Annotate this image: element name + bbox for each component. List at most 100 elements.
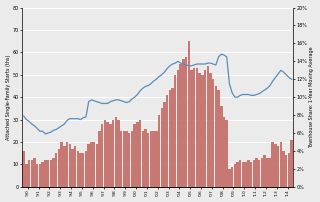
- Bar: [36, 164, 38, 187]
- Bar: [90, 142, 92, 187]
- Bar: [31, 160, 33, 187]
- Bar: [63, 146, 66, 187]
- Bar: [58, 149, 60, 187]
- Bar: [68, 144, 71, 187]
- Bar: [188, 41, 190, 187]
- Bar: [28, 160, 30, 187]
- Bar: [44, 160, 47, 187]
- Bar: [204, 70, 206, 187]
- Bar: [82, 153, 84, 187]
- Bar: [115, 117, 117, 187]
- Bar: [252, 160, 255, 187]
- Bar: [163, 102, 166, 187]
- Y-axis label: Attached Single-Family Starts (ths): Attached Single-Family Starts (ths): [5, 55, 11, 140]
- Bar: [123, 131, 125, 187]
- Bar: [217, 90, 220, 187]
- Bar: [144, 128, 147, 187]
- Bar: [85, 151, 87, 187]
- Bar: [234, 164, 236, 187]
- Bar: [177, 70, 179, 187]
- Bar: [255, 158, 258, 187]
- Bar: [169, 90, 171, 187]
- Bar: [215, 86, 217, 187]
- Bar: [266, 158, 268, 187]
- Bar: [139, 120, 141, 187]
- Bar: [291, 140, 293, 187]
- Bar: [33, 158, 36, 187]
- Bar: [66, 142, 68, 187]
- Bar: [158, 115, 160, 187]
- Bar: [25, 164, 28, 187]
- Bar: [55, 153, 57, 187]
- Bar: [220, 106, 222, 187]
- Bar: [226, 120, 228, 187]
- Bar: [131, 131, 133, 187]
- Bar: [50, 160, 52, 187]
- Bar: [117, 120, 120, 187]
- Bar: [79, 153, 82, 187]
- Bar: [42, 162, 44, 187]
- Bar: [223, 117, 225, 187]
- Bar: [261, 158, 263, 187]
- Bar: [193, 68, 196, 187]
- Bar: [22, 151, 25, 187]
- Bar: [212, 79, 214, 187]
- Bar: [244, 162, 247, 187]
- Bar: [250, 162, 252, 187]
- Bar: [60, 142, 63, 187]
- Bar: [74, 146, 76, 187]
- Bar: [76, 151, 79, 187]
- Bar: [150, 131, 152, 187]
- Bar: [147, 133, 149, 187]
- Bar: [182, 59, 185, 187]
- Bar: [47, 160, 49, 187]
- Bar: [180, 64, 182, 187]
- Bar: [141, 131, 144, 187]
- Bar: [161, 108, 163, 187]
- Bar: [104, 120, 106, 187]
- Bar: [109, 124, 112, 187]
- Bar: [285, 155, 287, 187]
- Bar: [98, 131, 101, 187]
- Bar: [96, 144, 98, 187]
- Bar: [247, 160, 250, 187]
- Bar: [277, 146, 279, 187]
- Bar: [231, 167, 233, 187]
- Bar: [155, 131, 157, 187]
- Bar: [152, 131, 155, 187]
- Bar: [93, 142, 95, 187]
- Bar: [236, 162, 239, 187]
- Bar: [71, 149, 74, 187]
- Bar: [271, 142, 274, 187]
- Bar: [112, 120, 114, 187]
- Bar: [206, 66, 209, 187]
- Bar: [228, 169, 231, 187]
- Bar: [196, 68, 198, 187]
- Bar: [133, 124, 136, 187]
- Bar: [39, 164, 41, 187]
- Bar: [136, 122, 139, 187]
- Bar: [52, 158, 55, 187]
- Bar: [198, 73, 201, 187]
- Y-axis label: Townhouse Share: 1-Year Moving Average: Townhouse Share: 1-Year Moving Average: [309, 46, 315, 148]
- Bar: [282, 151, 285, 187]
- Bar: [274, 144, 276, 187]
- Bar: [128, 133, 131, 187]
- Bar: [242, 162, 244, 187]
- Bar: [174, 75, 177, 187]
- Bar: [120, 131, 122, 187]
- Bar: [87, 144, 90, 187]
- Bar: [185, 57, 187, 187]
- Bar: [106, 122, 109, 187]
- Bar: [190, 70, 193, 187]
- Bar: [269, 158, 271, 187]
- Bar: [280, 142, 282, 187]
- Bar: [125, 131, 128, 187]
- Bar: [201, 75, 204, 187]
- Bar: [263, 155, 266, 187]
- Bar: [258, 160, 260, 187]
- Bar: [288, 153, 290, 187]
- Bar: [209, 73, 212, 187]
- Bar: [101, 124, 103, 187]
- Bar: [166, 95, 168, 187]
